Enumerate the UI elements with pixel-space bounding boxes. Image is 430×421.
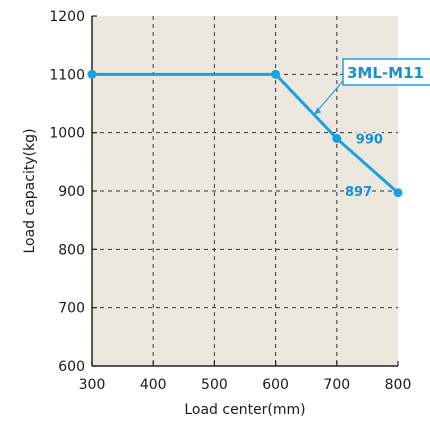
y-tick-label: 600 <box>58 359 85 375</box>
x-tick-label: 700 <box>323 377 350 393</box>
x-tick-label: 300 <box>79 377 106 393</box>
y-tick-label: 700 <box>58 301 85 317</box>
x-tick-label: 600 <box>262 377 289 393</box>
series-label: 3ML-M11 <box>347 64 424 82</box>
y-axis-title: Load capacity(kg) <box>22 128 38 253</box>
y-tick-label: 1000 <box>49 126 85 142</box>
y-tick-label: 800 <box>58 242 85 258</box>
data-point <box>332 134 342 143</box>
y-tick-label: 1200 <box>49 9 85 25</box>
x-tick-label: 500 <box>201 377 228 393</box>
y-tick-labels: 600 700 800 900 1000 1100 1200 <box>49 9 85 375</box>
x-tick-labels: 300 400 500 600 700 800 <box>79 377 412 393</box>
series <box>87 69 403 198</box>
data-labels: 3ML-M11 990 897 <box>313 58 430 202</box>
data-label: 990 <box>356 133 383 148</box>
x-tick-label: 800 <box>385 377 412 393</box>
series-line <box>92 72 399 194</box>
data-point <box>271 69 281 79</box>
x-tick-label: 400 <box>140 377 167 393</box>
data-point <box>393 188 403 198</box>
x-axis-title: Load center(mm) <box>184 402 305 418</box>
y-tick-label: 900 <box>58 184 85 200</box>
series-label-arrowhead <box>314 107 322 115</box>
y-tick-label: 1100 <box>49 67 85 83</box>
series-label-leader <box>313 80 344 115</box>
series-label-box <box>342 58 430 86</box>
data-point <box>87 69 97 79</box>
data-label: 897 <box>345 185 372 200</box>
